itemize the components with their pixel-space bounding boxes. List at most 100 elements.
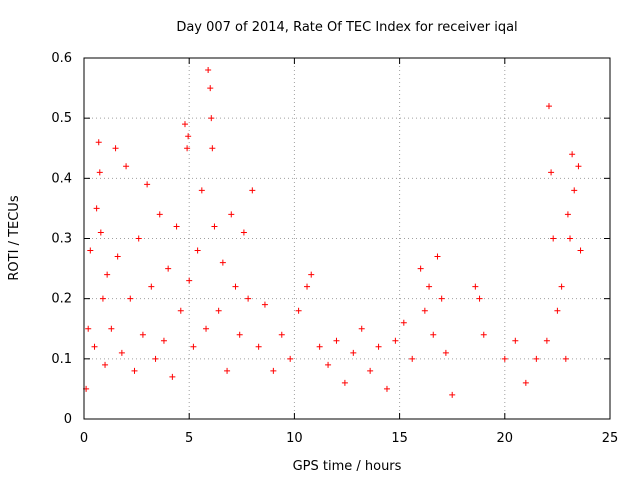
x-tick-label: 15 — [391, 431, 408, 446]
x-tick-label: 20 — [497, 431, 514, 446]
data-point — [501, 355, 508, 362]
data-point — [185, 133, 192, 140]
data-point — [255, 343, 262, 350]
data-point — [577, 247, 584, 254]
data-point — [367, 367, 374, 374]
data-point — [91, 343, 98, 350]
data-point — [186, 277, 193, 284]
y-axis: 0 0.1 0.2 0.3 0.4 0.5 0.6 — [51, 51, 610, 427]
data-point — [127, 295, 134, 302]
data-point — [156, 211, 163, 218]
data-point — [85, 325, 92, 332]
data-point — [333, 337, 340, 344]
y-tick-label: 0.1 — [51, 352, 72, 367]
data-point — [341, 379, 348, 386]
data-point — [550, 235, 557, 242]
data-point — [144, 181, 151, 188]
data-point — [114, 253, 121, 260]
data-point — [190, 343, 197, 350]
data-point — [203, 325, 210, 332]
scatter-series — [83, 67, 584, 398]
data-point — [224, 367, 231, 374]
data-point — [104, 271, 111, 278]
data-point — [270, 367, 277, 374]
plot-frame — [83, 57, 611, 420]
y-tick-label: 0.4 — [51, 171, 72, 186]
data-point — [554, 307, 561, 314]
data-point — [232, 283, 239, 290]
data-point — [96, 169, 103, 176]
data-point — [476, 295, 483, 302]
data-point — [160, 337, 167, 344]
data-point — [139, 331, 146, 338]
x-tick-label: 10 — [286, 431, 303, 446]
data-point — [135, 235, 142, 242]
data-point — [545, 103, 552, 110]
data-point — [564, 211, 571, 218]
data-point — [358, 325, 365, 332]
data-point — [219, 259, 226, 266]
data-point — [152, 355, 159, 362]
data-point — [287, 355, 294, 362]
data-point — [421, 307, 428, 314]
y-tick-label: 0.2 — [51, 292, 72, 307]
data-point — [417, 265, 424, 272]
data-point — [308, 271, 315, 278]
data-point — [350, 349, 357, 356]
data-point — [215, 307, 222, 314]
data-point — [434, 253, 441, 260]
data-point — [567, 235, 574, 242]
data-point — [400, 319, 407, 326]
data-point — [209, 145, 216, 152]
data-point — [533, 355, 540, 362]
data-point — [112, 145, 119, 152]
data-point — [194, 247, 201, 254]
data-point — [148, 283, 155, 290]
data-point — [316, 343, 323, 350]
data-point — [123, 163, 130, 170]
data-point — [562, 355, 569, 362]
data-point — [575, 163, 582, 170]
x-tick-label: 0 — [80, 431, 88, 446]
data-point — [207, 85, 214, 92]
chart-title: Day 007 of 2014, Rate Of TEC Index for r… — [176, 20, 517, 35]
data-point — [181, 121, 188, 128]
data-point — [392, 337, 399, 344]
data-point — [438, 295, 445, 302]
x-tick-label: 5 — [185, 431, 193, 446]
data-point — [228, 211, 235, 218]
data-point — [211, 223, 218, 230]
data-point — [571, 187, 578, 194]
data-point — [205, 67, 212, 74]
data-point — [95, 139, 102, 146]
y-tick-label: 0.5 — [51, 111, 72, 126]
data-point — [569, 151, 576, 158]
y-tick-label: 0.3 — [51, 232, 72, 247]
y-tick-label: 0.6 — [51, 51, 72, 66]
data-point — [295, 307, 302, 314]
y-tick-label: 0 — [64, 412, 72, 427]
data-point — [430, 331, 437, 338]
data-point — [325, 361, 332, 368]
data-point — [236, 331, 243, 338]
data-point — [383, 385, 390, 392]
data-point — [102, 361, 109, 368]
data-point — [240, 229, 247, 236]
data-point — [426, 283, 433, 290]
data-point — [512, 337, 519, 344]
data-point — [208, 115, 215, 122]
x-axis-label: GPS time / hours — [293, 459, 402, 474]
data-point — [558, 283, 565, 290]
data-point — [173, 223, 180, 230]
data-point — [375, 343, 382, 350]
data-point — [442, 349, 449, 356]
data-point — [409, 355, 416, 362]
data-point — [184, 145, 191, 152]
x-tick-label: 25 — [602, 431, 619, 446]
data-point — [304, 283, 311, 290]
data-point — [249, 187, 256, 194]
data-point — [99, 295, 106, 302]
data-point — [97, 229, 104, 236]
data-point — [93, 205, 100, 212]
data-point — [177, 307, 184, 314]
